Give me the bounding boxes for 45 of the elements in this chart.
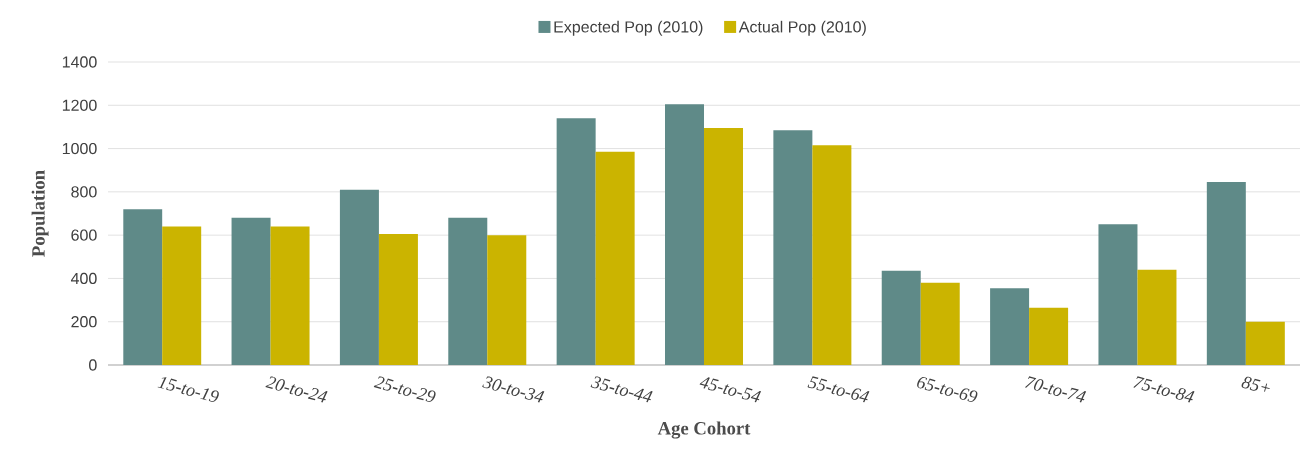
x-tick-label: 35-to-44: [590, 376, 653, 403]
y-axis-title: Population: [31, 170, 49, 257]
bar: [990, 288, 1030, 365]
y-tick-label: 600: [71, 229, 97, 241]
bar: [448, 217, 488, 365]
y-tick-label: 1200: [62, 99, 97, 111]
bar: [123, 209, 163, 365]
bar: [556, 118, 596, 365]
bar: [1029, 307, 1069, 365]
x-tick-label: 55-to-64: [807, 376, 870, 403]
legend-label: Actual Pop (2010): [738, 20, 866, 36]
x-tick-label: 15-to-19: [157, 377, 219, 402]
bar: [162, 226, 202, 365]
bar: [378, 234, 418, 365]
bar: [487, 235, 527, 365]
bar: [881, 270, 921, 365]
x-tick-label: 75-to-84: [1133, 376, 1195, 403]
y-tick-label: 1000: [62, 142, 97, 155]
y-tick-label: 200: [71, 316, 97, 328]
y-tick-label: 1400: [62, 56, 97, 68]
x-tick-label: 30-to-34: [482, 376, 545, 403]
bar: [595, 151, 635, 365]
x-tick-label: 70-to-74: [1024, 376, 1087, 403]
bar: [920, 282, 960, 365]
bar: [270, 226, 310, 365]
x-tick-label: 45-to-54: [699, 377, 762, 403]
bar: [1245, 321, 1285, 365]
bar: [1137, 269, 1177, 365]
x-axis-title: Age Cohort: [657, 421, 751, 439]
legend-label: Expected Pop (2010): [554, 20, 703, 36]
y-tick-label: 0: [89, 359, 97, 371]
bar: [665, 104, 705, 365]
y-tick-label: 800: [71, 186, 97, 198]
x-tick-label: 85+: [1241, 376, 1270, 392]
bar: [773, 130, 813, 365]
bar: [812, 145, 852, 365]
bar: [339, 189, 379, 365]
bar: [231, 217, 271, 365]
bar: [704, 128, 744, 365]
y-tick-label: 400: [70, 272, 97, 285]
x-tick-label: 65-to-69: [917, 377, 978, 402]
x-tick-label: 20-to-24: [265, 376, 328, 403]
bar: [1098, 224, 1138, 365]
bar: [1206, 182, 1246, 365]
x-tick-label: 25-to-29: [373, 376, 436, 402]
